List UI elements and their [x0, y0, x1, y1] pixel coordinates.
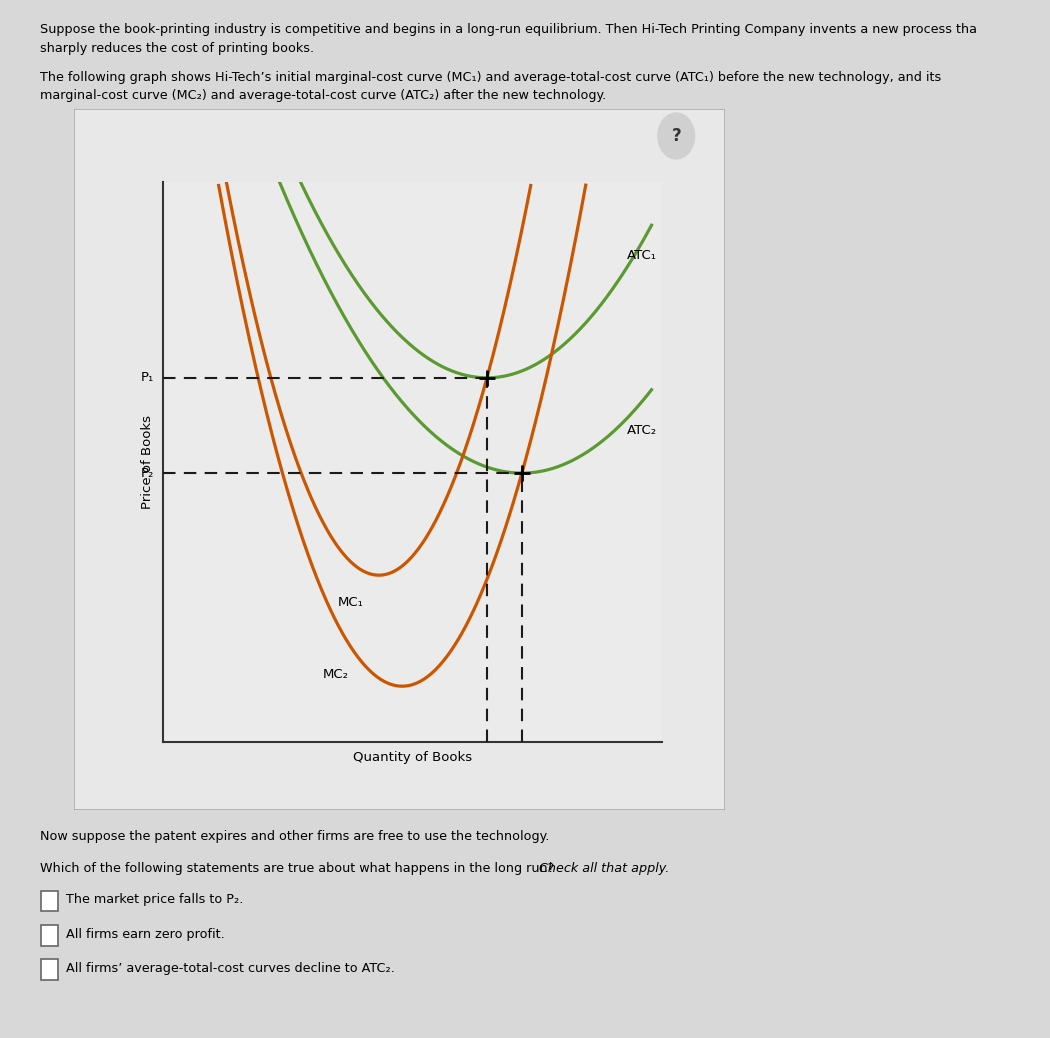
Circle shape [658, 113, 694, 159]
Text: ATC₂: ATC₂ [627, 425, 656, 437]
Text: The following graph shows Hi-Tech’s initial marginal-cost curve (MC₁) and averag: The following graph shows Hi-Tech’s init… [40, 71, 941, 84]
FancyBboxPatch shape [41, 891, 58, 911]
Text: ATC₁: ATC₁ [627, 249, 656, 263]
X-axis label: Quantity of Books: Quantity of Books [353, 750, 471, 764]
FancyBboxPatch shape [41, 959, 58, 980]
Text: sharply reduces the cost of printing books.: sharply reduces the cost of printing boo… [40, 42, 314, 55]
FancyBboxPatch shape [74, 109, 724, 810]
Text: Check all that apply.: Check all that apply. [539, 862, 669, 875]
Text: MC₂: MC₂ [322, 668, 349, 681]
Text: P₁: P₁ [141, 372, 153, 384]
Text: P₂: P₂ [141, 467, 153, 480]
Text: MC₁: MC₁ [337, 596, 363, 608]
Text: All firms’ average-total-cost curves decline to ATC₂.: All firms’ average-total-cost curves dec… [66, 962, 395, 975]
Text: ?: ? [671, 127, 681, 145]
FancyBboxPatch shape [41, 925, 58, 946]
Text: The market price falls to P₂.: The market price falls to P₂. [66, 894, 244, 906]
Text: marginal-cost curve (MC₂) and average-total-cost curve (ATC₂) after the new tech: marginal-cost curve (MC₂) and average-to… [40, 89, 606, 103]
Text: Now suppose the patent expires and other firms are free to use the technology.: Now suppose the patent expires and other… [40, 830, 549, 844]
Text: Suppose the book-printing industry is competitive and begins in a long-run equil: Suppose the book-printing industry is co… [40, 23, 976, 36]
Y-axis label: Price of Books: Price of Books [142, 415, 154, 509]
Text: Which of the following statements are true about what happens in the long run?: Which of the following statements are tr… [40, 862, 559, 875]
Text: All firms earn zero profit.: All firms earn zero profit. [66, 928, 225, 940]
